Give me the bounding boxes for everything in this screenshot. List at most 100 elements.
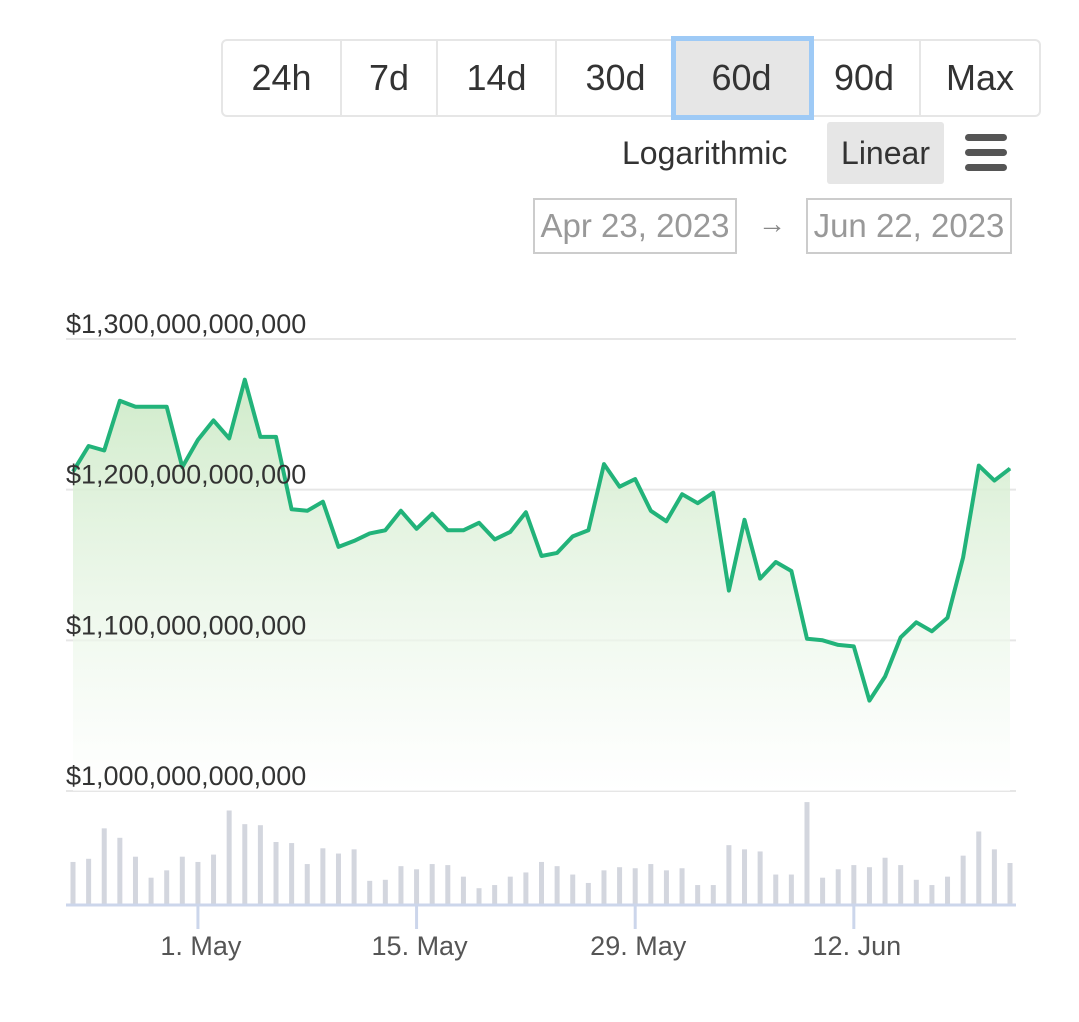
price-area	[71, 377, 1012, 791]
data-point	[322, 501, 324, 503]
data-point	[119, 400, 121, 402]
y-axis-label: $1,000,000,000,000	[66, 761, 306, 791]
data-point	[181, 466, 183, 468]
data-point	[978, 465, 980, 467]
data-point	[150, 406, 152, 408]
volume-bar	[179, 856, 185, 905]
data-point	[275, 436, 277, 438]
data-point	[822, 639, 824, 641]
data-point	[712, 492, 714, 494]
data-point	[759, 578, 761, 580]
data-point	[665, 520, 667, 522]
volume-bar	[429, 864, 435, 905]
volume-bar	[913, 879, 919, 905]
volume-bar	[289, 843, 295, 905]
range-button-24h[interactable]: 24h	[223, 41, 342, 115]
data-point	[962, 557, 964, 558]
data-point	[868, 700, 870, 702]
volume-bar	[351, 849, 357, 905]
y-axis-label: $1,300,000,000,000	[66, 309, 306, 339]
range-button-90d[interactable]: 90d	[809, 41, 921, 115]
data-point	[213, 419, 214, 421]
volume-bar	[632, 868, 638, 905]
volume-bar	[70, 861, 76, 905]
data-point	[697, 502, 699, 504]
range-button-14d[interactable]: 14d	[438, 41, 557, 115]
logarithmic-scale-button[interactable]: Logarithmic	[622, 134, 788, 171]
data-point	[837, 644, 839, 646]
data-point	[166, 406, 168, 408]
volume-bar	[663, 870, 669, 905]
linear-scale-button[interactable]: Linear	[827, 122, 944, 184]
date-to-input[interactable]: Jun 22, 2023	[806, 198, 1012, 254]
volume-bar	[648, 864, 654, 905]
volume-bar	[804, 802, 810, 905]
x-axis-label: 1. May	[160, 931, 242, 961]
volume-bar	[710, 885, 716, 905]
date-from-input[interactable]: Apr 23, 2023	[533, 198, 737, 254]
volume-bar	[164, 870, 170, 905]
range-button-7d[interactable]: 7d	[342, 41, 438, 115]
volume-bar	[335, 853, 341, 905]
volume-bar	[976, 831, 982, 905]
volume-bar	[257, 825, 263, 905]
range-button-60d[interactable]: 60d	[671, 36, 814, 120]
data-point	[525, 511, 527, 513]
volume-bar	[820, 877, 826, 905]
volume-bar	[585, 882, 591, 905]
data-point	[384, 529, 386, 531]
volume-bars	[70, 802, 1013, 905]
y-axis-labels: $1,300,000,000,000 $1,200,000,000,000 $1,1…	[66, 309, 306, 791]
data-point	[619, 486, 621, 488]
volume-bar	[835, 869, 841, 905]
menu-icon-bar	[965, 134, 1007, 141]
x-axis-label: 29. May	[590, 931, 687, 961]
range-selector: 24h 7d 14d 30d 60d 90d Max	[221, 36, 1041, 120]
data-point	[72, 471, 74, 473]
volume-bar	[882, 857, 888, 905]
volume-bar	[539, 861, 544, 905]
data-point	[806, 638, 808, 640]
volume-bar	[273, 842, 279, 905]
range-button-max[interactable]: Max	[945, 57, 1014, 98]
hamburger-menu-icon[interactable]	[962, 130, 1010, 176]
data-point	[494, 538, 496, 540]
volume-bar	[320, 848, 326, 905]
volume-bar	[929, 885, 935, 905]
data-point	[478, 522, 480, 524]
volume-bar	[367, 880, 373, 905]
x-axis-label: 12. Jun	[813, 931, 902, 961]
volume-bar	[1007, 863, 1013, 905]
date-range-arrow: →	[758, 208, 786, 239]
volume-bar	[101, 828, 107, 905]
volume-bar	[945, 876, 951, 905]
data-point	[291, 508, 293, 510]
x-axis-label: 15. May	[372, 931, 469, 961]
volume-bar	[414, 869, 420, 905]
data-point	[197, 439, 199, 441]
volume-bar	[398, 866, 404, 905]
volume-bar	[86, 858, 92, 905]
volume-bar	[960, 855, 966, 905]
scale-toggle: Logarithmic Linear	[0, 122, 1079, 186]
data-point	[603, 463, 605, 465]
data-point	[447, 529, 449, 531]
data-point	[509, 531, 511, 533]
volume-bar	[898, 865, 904, 905]
data-point	[947, 617, 948, 619]
volume-bar	[788, 874, 794, 905]
data-point	[993, 480, 995, 482]
range-button-30d[interactable]: 30d	[557, 41, 676, 115]
volume-bar	[148, 877, 154, 905]
data-point	[587, 529, 589, 531]
volume-bar	[554, 866, 560, 905]
data-point	[306, 510, 308, 512]
data-point	[369, 532, 371, 534]
volume-bar	[382, 879, 388, 905]
volume-bar	[445, 865, 451, 905]
volume-bar	[757, 851, 763, 905]
market-cap-area	[73, 379, 1010, 791]
volume-bar	[679, 868, 685, 905]
data-point	[135, 406, 136, 408]
x-axis: 1. May 15. May 29. May 12. Jun	[66, 903, 1016, 961]
